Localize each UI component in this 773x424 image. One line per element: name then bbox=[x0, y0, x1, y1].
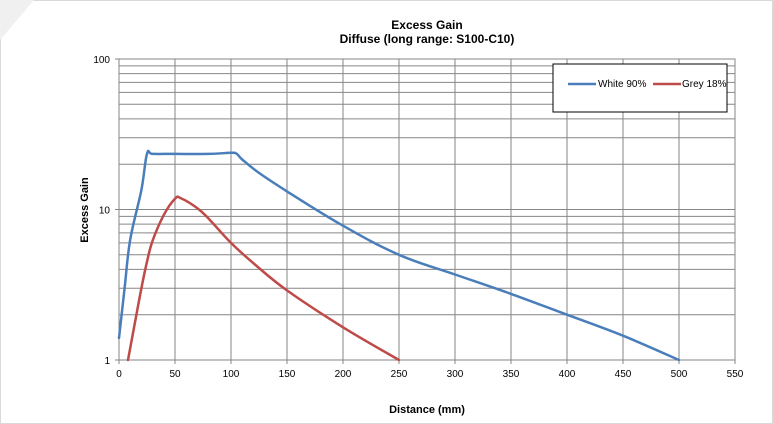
legend-box bbox=[552, 63, 728, 113]
x-tick-label: 100 bbox=[223, 369, 240, 380]
x-tick-label: 50 bbox=[169, 369, 181, 380]
axis-ticks: 0 50 100 150 200 250 300 350 400 450 500 550 1 10 100 bbox=[93, 55, 743, 380]
chart-title: Excess Gain bbox=[391, 18, 462, 32]
chart-subtitle: Diffuse (long range: S100-C10) bbox=[340, 32, 515, 46]
x-tick-label: 550 bbox=[727, 369, 744, 380]
x-tick-label: 0 bbox=[116, 369, 122, 380]
series-line-grey-18 bbox=[126, 195, 401, 362]
legend-label-white-90: White 90% bbox=[598, 79, 646, 90]
y-tick-label: 1 bbox=[104, 356, 110, 367]
x-axis-title: Distance (mm) bbox=[389, 404, 465, 416]
x-tick-label: 450 bbox=[615, 369, 632, 380]
series-line-white-90 bbox=[117, 149, 681, 362]
series-lines bbox=[117, 149, 681, 362]
y-tick-label: 100 bbox=[93, 55, 110, 66]
x-tick-label: 500 bbox=[671, 369, 688, 380]
legend: White 90% Grey 18% bbox=[552, 63, 728, 113]
x-tick-label: 400 bbox=[559, 369, 576, 380]
x-tick-label: 200 bbox=[335, 369, 352, 380]
corner-decoration bbox=[0, 0, 34, 40]
x-tick-label: 150 bbox=[279, 369, 296, 380]
y-axis-title: Excess Gain bbox=[79, 177, 91, 243]
x-tick-label: 300 bbox=[447, 369, 464, 380]
y-tick-label: 10 bbox=[99, 206, 111, 217]
legend-label-grey-18: Grey 18% bbox=[682, 79, 727, 90]
x-tick-label: 350 bbox=[503, 369, 520, 380]
x-tick-label: 250 bbox=[391, 369, 408, 380]
